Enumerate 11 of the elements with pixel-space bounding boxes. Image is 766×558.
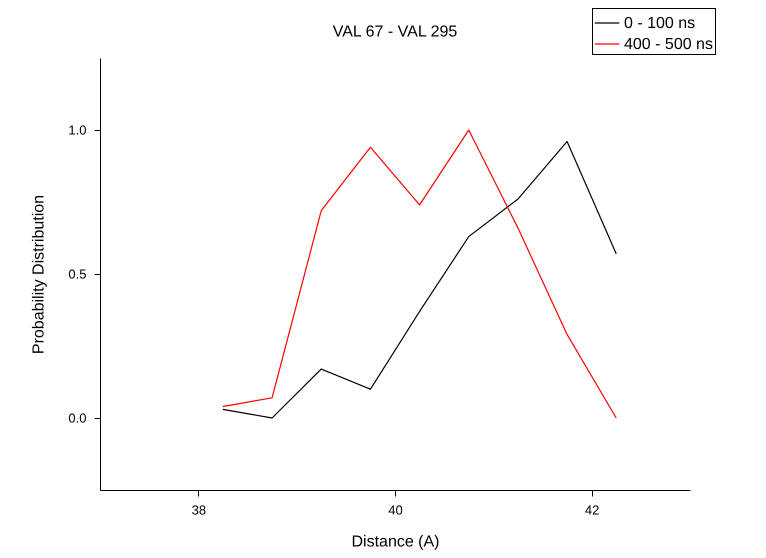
y-axis-title: Probability Distribution (30, 194, 48, 354)
legend-label: 0 - 100 ns (624, 15, 696, 32)
x-tick-label: 38 (192, 502, 206, 518)
x-tick-label: 40 (388, 502, 403, 518)
chart-title: VAL 67 - VAL 295 (332, 24, 458, 40)
x-axis-title: Distance (A) (351, 534, 440, 550)
y-tick-label: 1.0 (68, 122, 86, 138)
legend-label: 400 - 500 ns (624, 36, 713, 53)
y-tick-label: 0.0 (68, 410, 86, 426)
y-tick-label: 0.5 (68, 266, 86, 282)
x-tick-label: 42 (584, 502, 600, 518)
